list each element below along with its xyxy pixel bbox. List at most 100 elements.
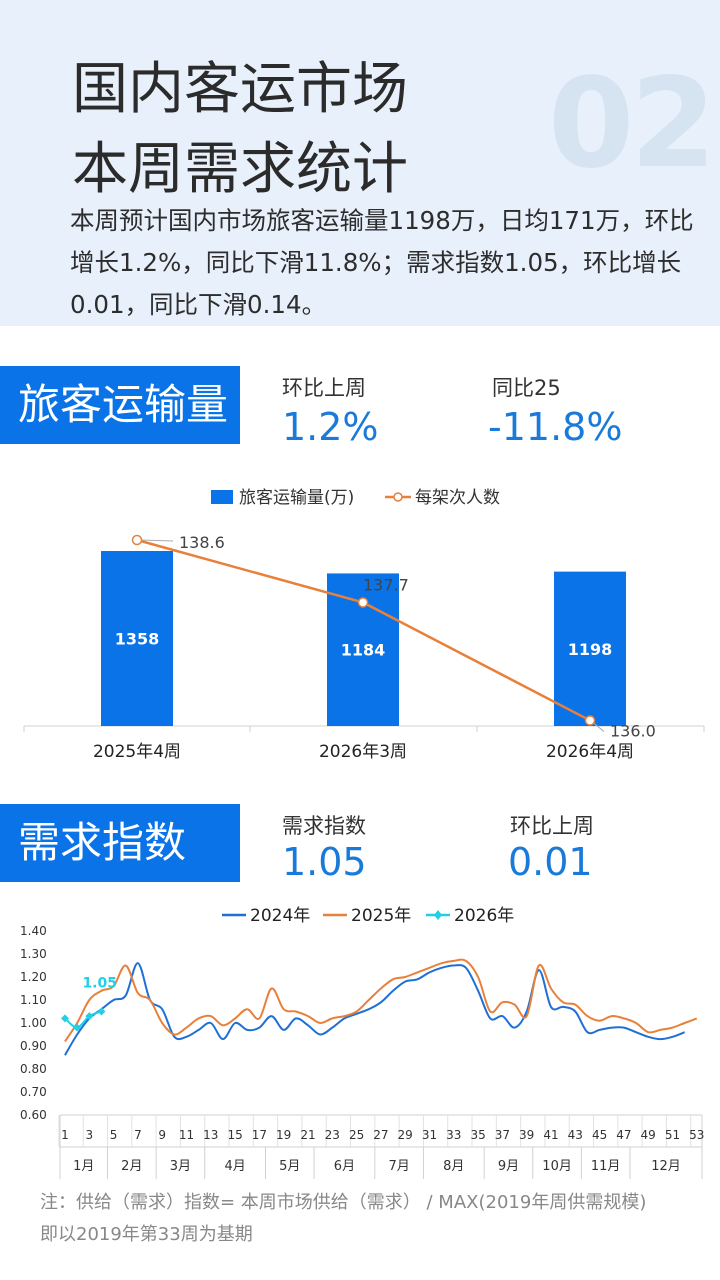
legend-swatch-bars [211,490,233,504]
bar-value-label: 1184 [341,641,386,660]
x-tick-label: 9 [158,1128,166,1142]
line-point [584,715,596,726]
line-point [131,534,143,546]
footnote-line-2: 即以2019年第33周为基期 [40,1224,253,1245]
y-tick-label: 0.60 [20,1108,47,1122]
legend-marker-line [393,492,403,502]
series-line-2025年 [64,958,698,1042]
x-tick-label: 15 [227,1128,242,1142]
x-tick-label: 7 [134,1128,142,1142]
line-value-label: 137.7 [363,575,409,594]
x-tick-label: 2025年4周 [93,742,181,762]
y-tick-label: 1.10 [20,993,47,1007]
section-label-demand-index: 需求指数 [0,804,240,882]
kpi-index-wow-label: 环比上周 [510,814,594,838]
y-tick-label: 1.00 [20,1016,47,1030]
x-tick-label: 3 [85,1128,93,1142]
section-label-passenger-volume: 旅客运输量 [0,366,240,444]
month-label: 3月 [170,1159,191,1174]
x-tick-label: 43 [568,1128,583,1142]
section-number: 02 [548,52,717,196]
y-tick-label: 0.90 [20,1039,47,1053]
y-tick-label: 1.30 [20,947,47,961]
kpi-yoy-value: -11.8% [488,405,623,449]
x-tick-label: 25 [349,1128,364,1142]
demand-index-chart: 2024年 2025年 2026年 0.60 0.70 0.80 0.90 1.00 1.10 1… [20,906,704,1179]
page-title: 国内客运市场 本周需求统计 [72,50,408,210]
month-label: 7月 [388,1159,409,1174]
x-tick-label: 17 [252,1128,267,1142]
kpi-index-wow-value: 0.01 [508,840,593,884]
kpi-wow-label: 环比上周 [282,376,366,400]
month-label: 4月 [224,1159,245,1174]
kpi-index-label: 需求指数 [282,814,366,838]
line-value-label: 138.6 [179,533,225,552]
x-tick-label: 1 [61,1128,69,1142]
series-2026-marker [73,1023,82,1032]
x-tick-label: 41 [543,1128,558,1142]
x-tick-label: 13 [203,1128,218,1142]
x-tick-label: 45 [592,1128,607,1142]
bar-value-label: 1198 [568,640,613,659]
month-label: 12月 [651,1159,681,1174]
kpi-index-value: 1.05 [282,840,367,884]
y-tick-label: 1.20 [20,970,47,984]
x-tick-label: 23 [325,1128,340,1142]
month-label: 1月 [73,1159,94,1174]
kpi-wow-value: 1.2% [282,405,379,449]
legend-label: 2025年 [351,906,411,926]
y-tick-label: 0.70 [20,1085,47,1099]
line-point [357,597,369,608]
title-line-2: 本周需求统计 [72,137,408,202]
x-tick-label: 5 [110,1128,118,1142]
x-tick-label: 2026年4周 [546,742,634,762]
bar-value-label: 1358 [115,630,160,649]
leader-line [593,723,605,732]
x-tick-label: 19 [276,1128,291,1142]
x-tick-label: 21 [300,1128,315,1142]
month-label: 2月 [121,1159,142,1174]
month-label: 6月 [334,1159,355,1174]
x-tick-label: 33 [446,1128,461,1142]
line-value-label: 136.0 [610,721,656,740]
annotation-label: 1.05 [82,976,117,992]
footnote-line-1: 注：供给（需求）指数= 本周市场供给（需求） / MAX(2019年周供需规模) [40,1192,647,1213]
x-tick-label: 2026年3周 [319,742,407,762]
y-tick-label: 0.80 [20,1062,47,1076]
x-tick-label: 29 [398,1128,413,1142]
passenger-volume-chart: 旅客运输量(万) 每架次人数 1358 2025年4周 1184 2026年3周 1198 2… [23,488,705,762]
x-tick-label: 35 [470,1128,485,1142]
title-line-1: 国内客运市场 [72,57,408,122]
x-tick-label: 11 [179,1128,194,1142]
summary-text: 本周预计国内市场旅客运输量1198万，日均171万，环比增长1.2%，同比下滑1… [70,206,694,319]
x-tick-label: 39 [519,1128,534,1142]
legend-label-line: 每架次人数 [415,488,500,508]
x-tick-label: 53 [689,1128,704,1142]
x-tick-label: 31 [422,1128,437,1142]
x-tick-label: 27 [373,1128,388,1142]
month-label: 9月 [498,1159,519,1174]
legend-marker-2026 [434,910,442,920]
y-tick-label: 1.40 [20,924,47,938]
month-label: 5月 [279,1159,300,1174]
series-line-2026年 [64,1010,102,1029]
x-tick-label: 51 [665,1128,680,1142]
leader-line [140,539,174,542]
series-line-2024年 [64,962,686,1056]
kpi-yoy-label: 同比25 [492,376,561,400]
legend-label: 2026年 [454,906,514,926]
month-label: 10月 [542,1159,572,1174]
bar [554,571,626,726]
x-tick-label: 49 [641,1128,656,1142]
month-label: 8月 [443,1159,464,1174]
legend-label: 2024年 [250,906,310,926]
series-2026-marker [97,1007,106,1016]
series-2026-marker [61,1014,69,1023]
legend-label-bars: 旅客运输量(万) [239,488,354,508]
month-label: 11月 [591,1159,621,1174]
x-tick-label: 37 [495,1128,510,1142]
header-panel [0,0,720,326]
x-tick-label: 47 [616,1128,631,1142]
series-2026-marker [85,1012,94,1021]
bar [101,551,173,726]
